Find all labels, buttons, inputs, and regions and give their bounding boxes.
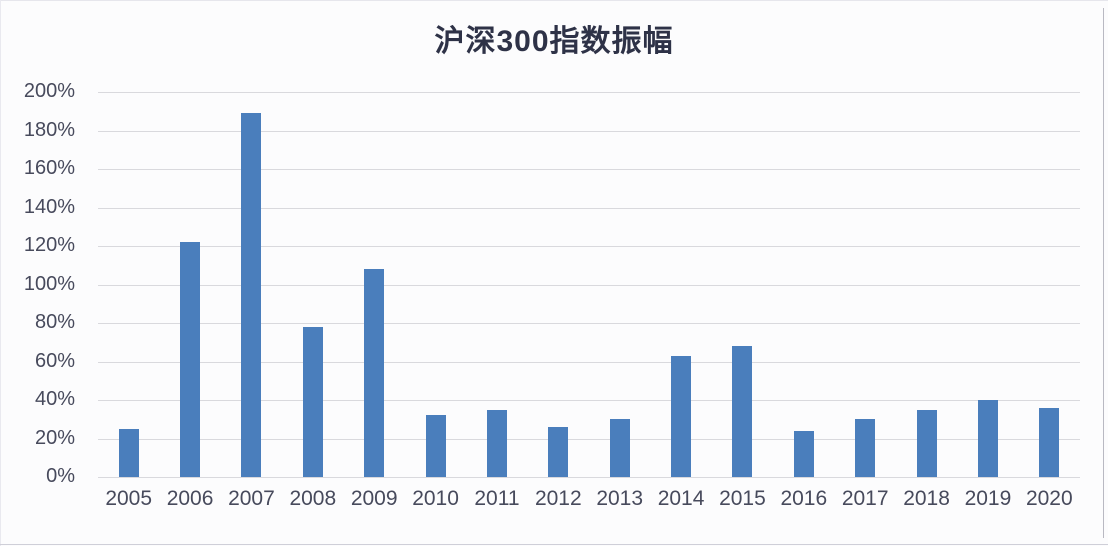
plot-area [98,92,1080,478]
left-edge-line [0,0,1,546]
bar-slot [466,92,527,477]
gridline [98,477,1080,478]
gridline [98,323,1080,324]
x-tick-label: 2020 [1025,487,1073,510]
x-tick-label: 2014 [657,487,705,510]
bar-2008 [302,326,323,477]
x-axis-labels: 2005 2006 2007 2008 2009 2010 2011 2012 2013 2014… [98,487,1080,511]
bar-2007 [241,113,262,477]
chart-title: 沪深300指数振幅 [434,25,674,58]
gridline [98,169,1080,170]
x-tick-label: 2017 [841,487,889,510]
y-axis-labels: 200% 180% 160% 140% 120% 100% 80% 60% 40% 20% 0% [0,80,75,487]
y-tick-label: 100% [23,272,75,295]
gridline [98,438,1080,440]
x-tick-label: 2010 [412,487,459,510]
bar-2015 [732,346,753,477]
bar-2014 [671,355,692,477]
y-tick-label: 40% [34,388,75,411]
y-tick-label: 0% [46,465,75,488]
x-tick-label: 2013 [596,487,644,510]
x-tick-label: 2016 [780,487,828,510]
x-tick-label: 2009 [350,487,398,510]
y-tick-label: 60% [34,349,75,372]
bar-slot [282,92,343,477]
bars [98,92,1080,477]
x-tick-label: 2008 [289,487,337,510]
bar-2006 [180,242,201,477]
y-tick-label: 200% [23,80,75,103]
bar-2012 [548,426,569,477]
y-tick-label: 20% [34,426,75,449]
bar-2010 [425,415,446,477]
x-tick-label: 2011 [474,487,520,510]
gridline [98,400,1080,401]
bar-slot [712,92,773,477]
bar-slot [221,92,282,477]
bar-2019 [977,400,998,477]
gridline [98,207,1080,209]
bar-slot [650,92,711,477]
x-tick-label: 2018 [903,487,950,510]
x-tick-label: 2019 [964,487,1012,510]
gridline [98,92,1080,93]
y-tick-label: 80% [34,311,75,334]
x-tick-label: 2006 [166,487,214,510]
bar-2013 [609,419,630,477]
bar-slot [159,92,220,477]
gridline [98,130,1080,132]
bar-slot [405,92,466,477]
y-tick-label: 160% [23,157,75,180]
bar-slot [896,92,957,477]
bar-slot [344,92,405,477]
bottom-edge-line [0,544,1108,545]
gridline [98,246,1080,247]
gridline [98,284,1080,286]
gridline [98,361,1080,363]
bar-slot [1019,92,1080,477]
bar-2017 [855,419,876,477]
bar-slot [773,92,834,477]
x-tick-label: 2015 [719,487,766,510]
bar-2009 [364,269,385,477]
bar-2016 [793,430,814,477]
bar-slot [835,92,896,477]
y-tick-label: 120% [23,234,75,257]
bar-slot [589,92,650,477]
bar-2005 [118,428,139,477]
x-tick-label: 2012 [534,487,582,510]
y-tick-label: 180% [23,118,75,141]
bar-slot [98,92,159,477]
bar-slot [528,92,589,477]
top-edge-line [0,0,1108,1]
right-edge-line [1103,8,1104,538]
x-tick-label: 2005 [105,487,153,510]
bar-2011 [486,409,507,477]
bar-2020 [1039,407,1060,477]
x-tick-label: 2007 [228,487,275,510]
bar-2018 [916,409,937,477]
y-tick-label: 140% [23,195,75,218]
bar-slot [957,92,1018,477]
